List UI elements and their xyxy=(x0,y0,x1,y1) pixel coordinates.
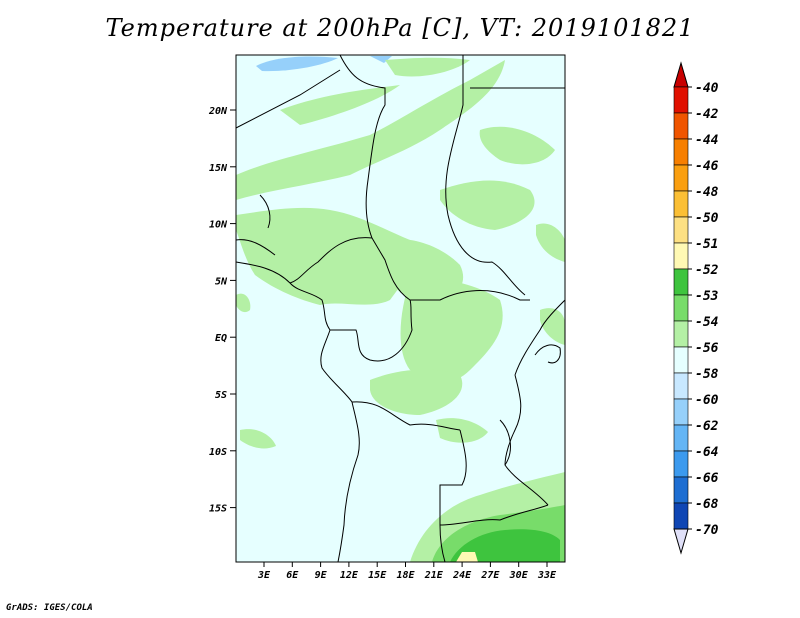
lat-tick-label: 10N xyxy=(209,220,228,231)
map-frame xyxy=(235,54,566,563)
colorbar-swatch xyxy=(673,294,689,322)
colorbar-swatch xyxy=(673,242,689,270)
lat-tick-label: 15N xyxy=(209,163,228,174)
lon-tick-label: 9E xyxy=(315,570,328,581)
colorbar-label: -70 xyxy=(695,523,719,538)
colorbar-swatch xyxy=(673,112,689,140)
colorbar-label: -40 xyxy=(695,81,719,96)
colorbar-label: -46 xyxy=(695,159,719,174)
colorbar-swatch xyxy=(673,450,689,478)
colorbar-swatch xyxy=(673,268,689,296)
contour-fill-minus56 xyxy=(370,56,392,63)
colorbar-label: -66 xyxy=(695,471,719,486)
colorbar-bottom-arrow xyxy=(673,528,689,555)
southern-contour-area xyxy=(410,472,565,562)
colorbar-swatch xyxy=(673,502,689,530)
colorbar-label: -64 xyxy=(695,445,719,460)
lat-tick-label: 20N xyxy=(208,106,228,117)
colorbar-label: -53 xyxy=(695,289,719,304)
colorbar-label: -48 xyxy=(695,185,719,200)
lat-tick-label: 5S xyxy=(215,390,227,401)
colorbar-swatch xyxy=(673,216,689,244)
lon-tick-label: 18E xyxy=(396,570,415,581)
colorbar-top-arrow xyxy=(673,61,689,88)
colorbar-swatch xyxy=(673,86,689,114)
colorbar-swatch xyxy=(673,476,689,504)
colorbar-label: -42 xyxy=(695,107,719,122)
lon-tick-label: 21E xyxy=(424,570,444,581)
colorbar-label: -56 xyxy=(695,341,719,356)
contour-fill-minus56 xyxy=(256,56,338,72)
lat-tick-label: 10S xyxy=(209,447,227,458)
lon-tick-label: 27E xyxy=(480,570,500,581)
colorbar-swatch xyxy=(673,398,689,426)
colorbar-label: -68 xyxy=(695,497,719,512)
contour-fill-minus50 xyxy=(456,552,478,562)
chart-title: Temperature at 200hPa [C], VT: 201910182… xyxy=(105,14,695,42)
colorbar-swatch xyxy=(673,346,689,374)
lon-tick-label: 24E xyxy=(452,570,472,581)
colorbar-swatch xyxy=(673,424,689,452)
latitude-ticks: 20N 15N 10N 5N EQ 5S 10S 15S xyxy=(208,106,236,515)
lat-tick-label: EQ xyxy=(215,333,227,344)
lon-tick-label: 3E xyxy=(257,570,271,581)
colorbar-label: -50 xyxy=(695,211,719,226)
colorbar-label: -62 xyxy=(695,419,719,434)
colorbar-swatch xyxy=(673,320,689,348)
colorbar-label: -54 xyxy=(695,315,719,330)
contour-fill-minus53-patches xyxy=(236,57,565,449)
grads-credit: GrADS: IGES/COLA xyxy=(6,603,93,613)
lat-tick-label: 15S xyxy=(209,504,227,515)
colorbar-label: -58 xyxy=(695,367,719,382)
colorbar-swatch xyxy=(673,164,689,192)
contour-fill-minus51 xyxy=(450,529,560,562)
temperature-field xyxy=(236,56,565,562)
colorbar-label: -60 xyxy=(695,393,719,408)
lon-tick-label: 15E xyxy=(368,570,387,581)
colorbar-swatch xyxy=(673,190,689,218)
country-borders xyxy=(236,55,565,562)
lon-tick-label: 12E xyxy=(340,570,359,581)
lat-tick-label: 5N xyxy=(215,276,228,287)
longitude-ticks: 3E 6E 9E 12E 15E 18E 21E 24E 27E 30E 33E xyxy=(257,562,557,581)
colorbar-swatch xyxy=(673,138,689,166)
colorbar-label: -51 xyxy=(695,237,718,252)
lon-tick-label: 30E xyxy=(509,570,529,581)
colorbar-swatch xyxy=(673,372,689,400)
colorbar-label: -52 xyxy=(695,263,719,278)
colorbar-label: -44 xyxy=(695,133,719,148)
colorbar: -40 -42 -44 -46 -48 -50 -51 -52 -53 -54 -56 -58 -60 -… xyxy=(673,61,719,555)
lon-tick-label: 33E xyxy=(537,570,557,581)
lon-tick-label: 6E xyxy=(286,570,299,581)
